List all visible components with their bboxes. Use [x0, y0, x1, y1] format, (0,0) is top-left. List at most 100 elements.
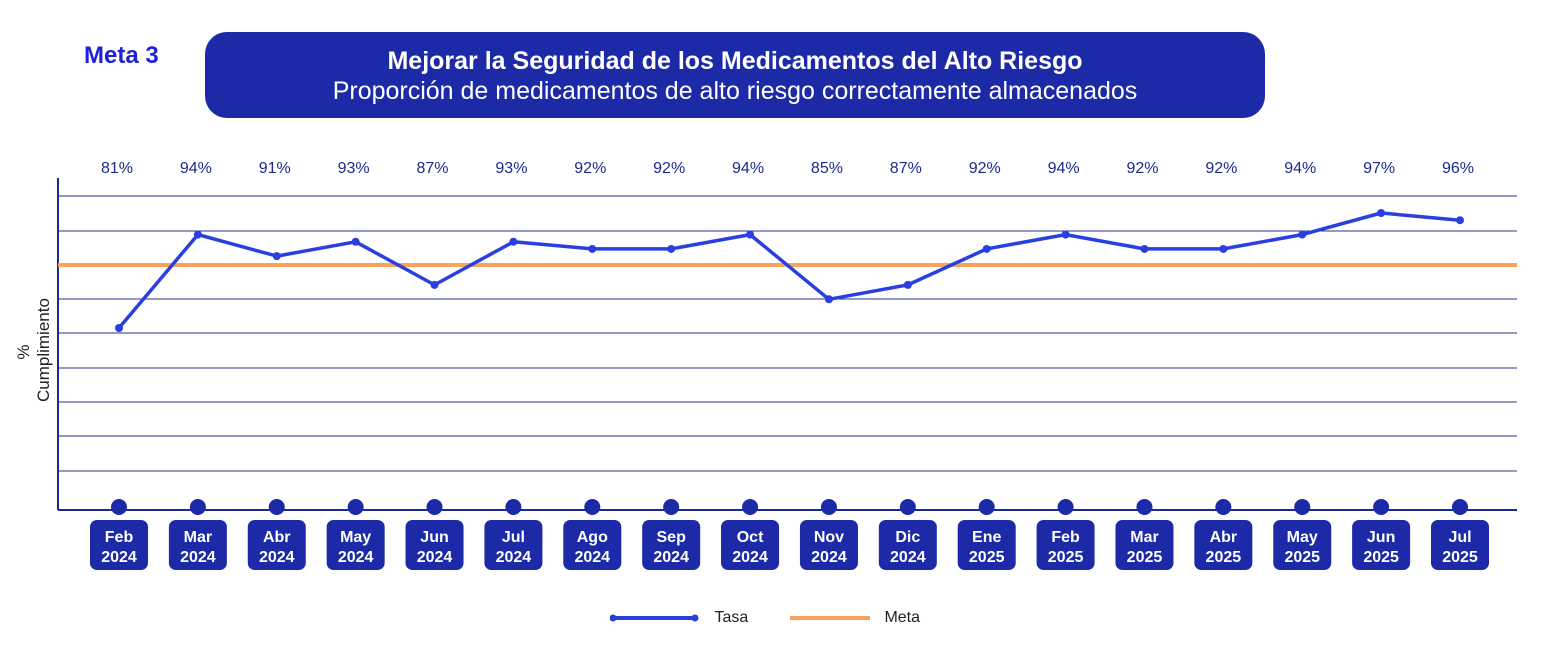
x-tick-label-year: 2024	[890, 549, 926, 566]
chart-subtitle: Proporción de medicamentos de alto riesg…	[332, 77, 1138, 105]
x-tick-dot	[584, 499, 601, 515]
series-line-tasa	[117, 211, 1461, 330]
x-tick-label-month: Abr	[1210, 529, 1238, 546]
x-tick-label-year: 2024	[496, 549, 532, 566]
x-tick-dot	[1136, 499, 1153, 515]
x-tick-label-year: 2025	[1206, 549, 1242, 566]
x-tick-box	[247, 520, 306, 570]
data-point	[1456, 216, 1464, 225]
data-point	[193, 230, 202, 239]
x-tick-dot	[742, 499, 759, 515]
data-label: 94%	[1284, 160, 1316, 177]
x-tick-box	[405, 520, 464, 570]
data-point	[1061, 230, 1070, 239]
data-point	[509, 237, 518, 246]
data-label: 97%	[1363, 160, 1395, 177]
legend-tasa-label: Tasa	[714, 609, 749, 627]
data-label: 94%	[732, 160, 764, 177]
data-point	[1298, 230, 1307, 239]
x-tick-box	[326, 520, 385, 570]
x-tick-label-month: Jun	[1367, 529, 1395, 546]
data-label: 81%	[101, 160, 133, 177]
x-tick-dot	[1452, 499, 1468, 515]
x-tick-box	[1194, 520, 1253, 570]
x-tick-label-year: 2025	[1127, 549, 1163, 566]
x-tick-box	[1431, 520, 1489, 570]
x-tick-label-month: Nov	[814, 529, 844, 546]
x-tick-label-month: Feb	[1051, 529, 1080, 546]
data-label: 92%	[1126, 160, 1158, 177]
x-tick-label-month: Jul	[502, 529, 525, 546]
data-label: 91%	[259, 160, 291, 177]
data-label: 87%	[417, 160, 449, 177]
x-tick-box	[1352, 520, 1411, 570]
x-tick-box	[563, 520, 622, 570]
x-tick-dot	[1215, 499, 1232, 515]
x-tick-dot	[1373, 499, 1390, 515]
data-point	[903, 280, 912, 289]
x-tick-box	[642, 520, 701, 570]
x-tick-label-year: 2024	[101, 549, 137, 566]
x-tick-label-year: 2025	[1442, 549, 1478, 566]
legend-item-tasa: Tasa	[609, 608, 749, 628]
x-tick-label-month: May	[1287, 529, 1318, 546]
data-point	[982, 244, 991, 253]
x-tick-box	[799, 520, 858, 570]
x-tick-label-year: 2024	[653, 549, 689, 566]
x-tick-label-year: 2024	[180, 549, 216, 566]
data-label: 87%	[890, 160, 922, 177]
data-point	[272, 252, 281, 261]
data-point	[351, 237, 360, 246]
x-tick-dot	[1057, 499, 1074, 515]
legend-tasa-marker	[609, 614, 699, 622]
x-tick-label-month: Jul	[1448, 529, 1471, 546]
goal-tag: Meta 3	[84, 42, 159, 69]
x-tick-box	[168, 520, 227, 570]
data-label: 93%	[495, 160, 527, 177]
data-label: 92%	[969, 160, 1001, 177]
x-tick-box	[721, 520, 780, 570]
x-tick-dot	[268, 499, 285, 515]
x-tick-label-year: 2025	[1048, 549, 1084, 566]
x-tick-dot	[663, 499, 680, 515]
chart-title: Mejorar la Seguridad de los Medicamentos…	[387, 47, 1083, 75]
x-tick-dot	[111, 499, 127, 515]
title-box: Mejorar la Seguridad de los Medicamentos…	[205, 32, 1265, 118]
x-tick-label-month: Abr	[263, 529, 291, 546]
x-tick-dot	[505, 499, 522, 515]
x-tick-dot	[1294, 499, 1311, 515]
data-point	[1140, 244, 1149, 253]
x-tick-box	[957, 520, 1016, 570]
data-point	[1219, 244, 1228, 253]
x-tick-label-year: 2025	[1363, 549, 1399, 566]
x-tick-label-year: 2024	[338, 549, 374, 566]
legend-meta-marker	[790, 616, 870, 620]
data-point	[746, 230, 755, 239]
x-tick-label-month: Jun	[420, 529, 448, 546]
x-tick-dot	[189, 499, 206, 515]
data-label: 92%	[574, 160, 606, 177]
data-label: 92%	[1205, 160, 1237, 177]
data-point	[588, 244, 597, 253]
y-axis-label: % Cumplimiento	[14, 298, 53, 402]
x-tick-label-year: 2025	[1284, 549, 1320, 566]
data-label: 85%	[811, 160, 843, 177]
data-point	[667, 244, 676, 253]
x-tick-box	[90, 520, 148, 570]
legend-item-meta: Meta	[790, 608, 920, 628]
data-label: 93%	[338, 160, 370, 177]
x-tick-label-year: 2025	[969, 549, 1005, 566]
x-tick-label-year: 2024	[574, 549, 610, 566]
x-tick-label-year: 2024	[259, 549, 295, 566]
x-tick-dot	[820, 499, 837, 515]
x-tick-label-month: Dic	[895, 529, 920, 546]
x-tick-box	[1273, 520, 1332, 570]
data-label: 96%	[1442, 160, 1474, 177]
x-tick-box	[484, 520, 543, 570]
x-tick-box	[1115, 520, 1174, 570]
x-tick-label-year: 2024	[732, 549, 768, 566]
data-label: 92%	[653, 160, 685, 177]
x-tick-dot	[347, 499, 364, 515]
x-tick-label-month: Mar	[1130, 529, 1158, 546]
